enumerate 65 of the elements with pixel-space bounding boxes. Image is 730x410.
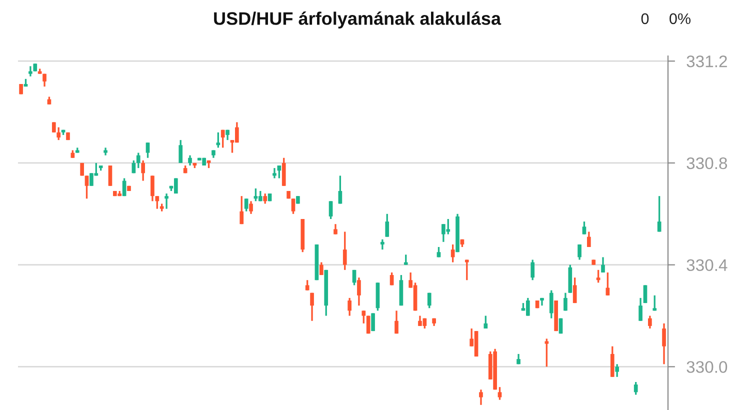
candlestick: [596, 269, 600, 284]
candlestick: [615, 363, 620, 378]
candlestick: [291, 198, 296, 215]
text: 0: [641, 13, 649, 24]
candlestick: [544, 338, 549, 368]
candlestick: [244, 198, 248, 212]
candlestick: [394, 310, 398, 334]
candlestick: [662, 322, 666, 365]
candlestick: [586, 230, 591, 248]
candlestick: [362, 310, 366, 324]
candlestick: [334, 223, 338, 236]
candlestick: [305, 279, 310, 292]
candlestick: [277, 164, 282, 180]
candlestick: [146, 142, 150, 159]
candlestick: [652, 294, 657, 312]
candlestick: [484, 314, 488, 330]
candlestick: [578, 244, 582, 261]
candlestick: [188, 154, 192, 166]
candlestick: [638, 297, 642, 322]
candlestick: [526, 297, 530, 317]
candlestick: [610, 345, 614, 378]
candlestick: [282, 157, 286, 187]
candlestick: [549, 289, 554, 320]
text: 0%: [670, 13, 690, 24]
candlestick: [136, 152, 140, 169]
y-tick-label: 330.0: [686, 361, 728, 373]
chart-title: USD/HUF árfolyamának alakulása: [214, 12, 502, 28]
candlestick: [385, 213, 390, 238]
candlestick: [42, 72, 46, 88]
candlestick: [84, 174, 89, 200]
candlestick: [357, 276, 361, 306]
candlestick: [216, 132, 220, 149]
y-tick-label: 331.2: [686, 55, 727, 68]
candlestick: [249, 200, 253, 215]
candlestick: [56, 126, 61, 141]
candlestick: [601, 256, 605, 274]
candlestick: [498, 386, 502, 401]
candlestick: [342, 230, 347, 271]
y-tick-label: 330.4: [686, 259, 728, 272]
y-tick-label: 330.8: [686, 157, 728, 170]
candlestick: [530, 258, 535, 281]
candlestick: [404, 254, 408, 266]
candlestick: [634, 381, 638, 396]
candlestick: [319, 261, 324, 276]
candlestick: [371, 312, 375, 332]
candlestick: [643, 284, 648, 304]
candlestick: [141, 160, 145, 182]
candlestick: [220, 129, 225, 149]
candlestick: [582, 220, 586, 236]
candlestick: [155, 195, 160, 210]
candlestick: [310, 292, 314, 322]
candlestick: [479, 388, 483, 406]
candlestick: [348, 297, 352, 317]
candlestick: [240, 195, 244, 225]
candlestick: [164, 192, 168, 210]
candlestick: [263, 192, 268, 205]
candlestick: [464, 258, 469, 281]
candlestick: [178, 139, 183, 164]
candlestick: [572, 276, 577, 304]
candlestick: [648, 314, 652, 330]
candlestick: [564, 292, 568, 312]
candlestick: [328, 200, 333, 220]
candlestick: [427, 292, 432, 309]
candlestick: [52, 121, 56, 134]
candlestick: [380, 238, 384, 250]
